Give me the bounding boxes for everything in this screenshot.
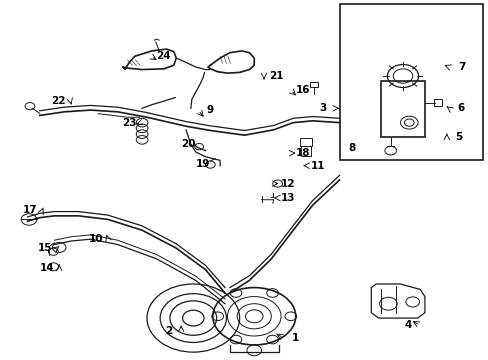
Text: 6: 6 — [457, 103, 464, 113]
Text: 13: 13 — [281, 193, 295, 203]
Text: 18: 18 — [295, 148, 309, 158]
Text: 22: 22 — [51, 96, 65, 106]
Bar — [339, 4, 483, 160]
Text: 1: 1 — [291, 333, 299, 343]
Text: 2: 2 — [165, 325, 172, 336]
Text: 7: 7 — [457, 62, 464, 72]
Text: 11: 11 — [310, 161, 324, 171]
Text: 20: 20 — [181, 139, 195, 149]
Bar — [300, 138, 311, 145]
Bar — [310, 82, 318, 87]
Text: 23: 23 — [122, 118, 136, 128]
Text: 14: 14 — [40, 263, 54, 273]
Text: 10: 10 — [88, 234, 103, 244]
Bar — [380, 81, 424, 137]
Text: 4: 4 — [404, 320, 411, 330]
Text: 21: 21 — [268, 71, 283, 81]
Text: 3: 3 — [318, 103, 325, 113]
Text: 8: 8 — [347, 143, 355, 153]
Text: 24: 24 — [156, 51, 170, 61]
Circle shape — [194, 143, 203, 150]
Bar — [433, 99, 442, 107]
Text: 19: 19 — [196, 159, 210, 169]
Text: 17: 17 — [22, 206, 37, 216]
Text: 9: 9 — [206, 105, 213, 115]
Text: 5: 5 — [454, 132, 462, 142]
Text: 15: 15 — [37, 243, 52, 253]
Bar — [300, 146, 311, 156]
Text: 16: 16 — [295, 85, 309, 95]
Text: 12: 12 — [281, 179, 295, 189]
